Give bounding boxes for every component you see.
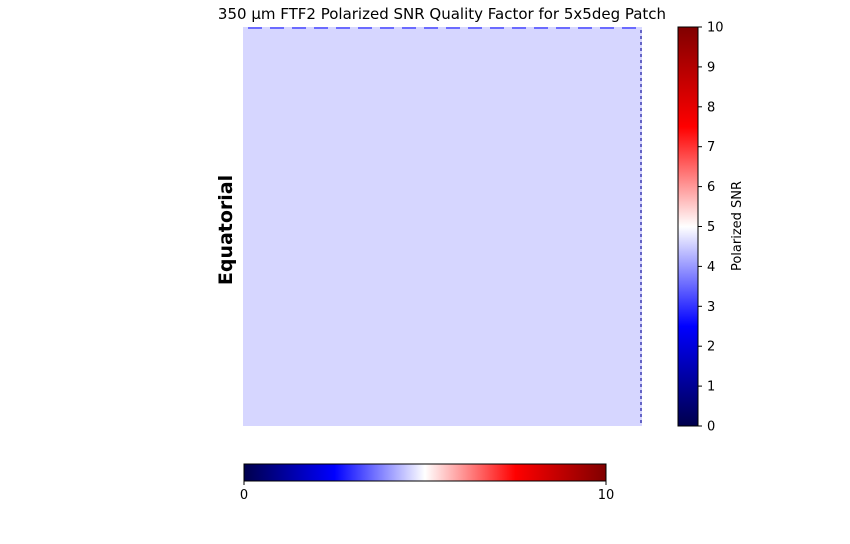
row-label: Equatorial <box>215 175 237 285</box>
colorbar-bottom-tick-label: 10 <box>598 488 615 503</box>
colorbar-right <box>677 26 699 427</box>
colorbar-right-tick-label: 7 <box>707 140 715 155</box>
colorbar-right-tick-label: 8 <box>707 100 715 115</box>
colorbar-right-tick-label: 2 <box>707 340 715 355</box>
colorbar-right-ticks: 0 1 2 3 4 5 6 7 8 9 10 <box>698 21 724 435</box>
chart-title: 350 μm FTF2 Polarized SNR Quality Factor… <box>218 5 666 23</box>
colorbar-bottom <box>243 463 607 482</box>
colorbar-right-tick-label: 5 <box>707 220 715 235</box>
colorbar-right-tick-label: 3 <box>707 300 715 315</box>
colorbar-right-tick-label: 4 <box>707 260 715 275</box>
colorbar-right-label: Polarized SNR <box>730 181 745 271</box>
colorbar-right-tick-label: 1 <box>707 380 715 395</box>
colorbar-right-tick-label: 6 <box>707 180 715 195</box>
colorbar-right-tick-label: 10 <box>707 21 724 36</box>
colorbar-bottom-ticks: 0 10 <box>240 481 614 503</box>
colorbar-right-tick-label: 0 <box>707 420 715 435</box>
colorbar-bottom-tick-label: 0 <box>240 488 248 503</box>
colorbar-right-tick-label: 9 <box>707 60 715 75</box>
heatmap-field <box>243 27 642 426</box>
